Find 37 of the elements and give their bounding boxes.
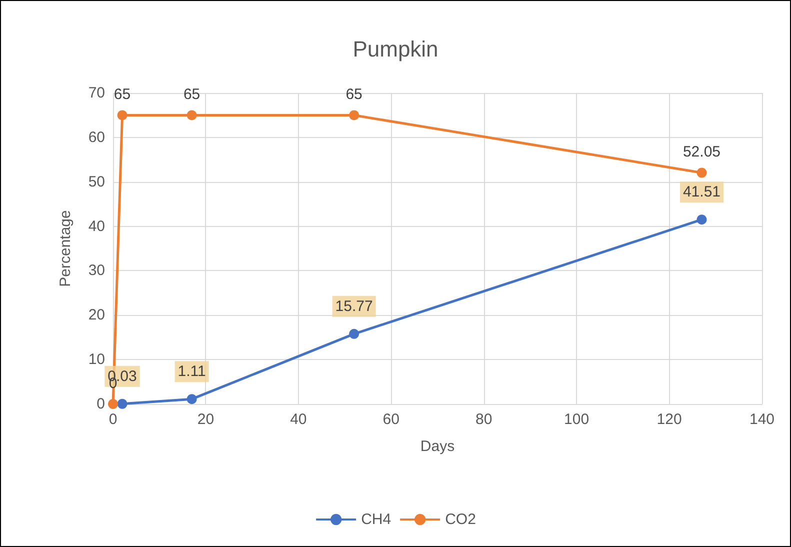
y-tick-label: 50 <box>88 173 105 190</box>
point <box>349 328 360 339</box>
x-tick-label: 60 <box>382 411 400 428</box>
y-tick-label: 20 <box>88 306 105 324</box>
y-tick-label: 70 <box>88 84 105 102</box>
data-label: 65 <box>114 86 131 104</box>
point <box>349 110 360 120</box>
data-label: 41.51 <box>682 184 721 201</box>
legend-label: CO2 <box>445 511 476 528</box>
y-tick-label: 30 <box>88 262 105 280</box>
point <box>696 168 707 178</box>
data-label: 65 <box>346 86 362 104</box>
point <box>108 399 118 409</box>
y-axis-title: Percentage <box>57 210 74 287</box>
x-tick-label: 20 <box>197 411 214 428</box>
y-tick-label: 60 <box>88 128 105 146</box>
point <box>696 214 707 225</box>
point <box>117 110 128 120</box>
point <box>186 110 197 120</box>
point <box>117 398 128 409</box>
chart-title: Pumpkin <box>352 36 438 62</box>
x-tick-label: 120 <box>656 411 682 428</box>
data-label: 65 <box>183 86 200 104</box>
x-tick-label: 40 <box>290 411 307 428</box>
y-tick-label: 10 <box>88 351 105 368</box>
x-tick-label: 100 <box>564 411 590 428</box>
y-tick-label: 0 <box>96 396 105 412</box>
x-axis-title: Days <box>420 438 455 455</box>
x-tick-label: 80 <box>476 411 492 428</box>
data-label: 15.77 <box>335 298 373 315</box>
data-label: 52.05 <box>682 144 721 161</box>
x-tick-label: 0 <box>108 411 118 428</box>
y-tick-label: 40 <box>88 218 105 235</box>
data-label: 1.11 <box>178 363 206 380</box>
point <box>186 394 197 404</box>
x-tick-label: 140 <box>749 411 775 428</box>
legend-label: CH4 <box>361 511 392 528</box>
